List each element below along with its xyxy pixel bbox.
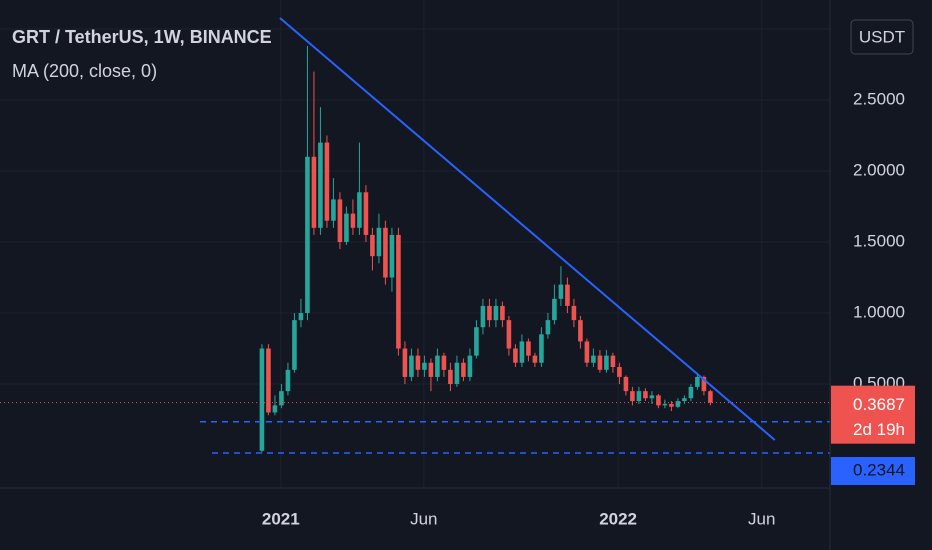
- candle-body: [669, 403, 674, 407]
- candle-body: [474, 327, 479, 356]
- y-tick-label: 2.5000: [853, 89, 905, 108]
- candle-body: [422, 362, 427, 370]
- candle-body: [643, 391, 648, 399]
- candle-body: [682, 398, 687, 402]
- candle-body: [409, 355, 414, 377]
- candle-body: [279, 391, 284, 406]
- candle-body: [389, 234, 395, 278]
- candle-body: [259, 348, 265, 451]
- candle-body: [695, 376, 700, 387]
- candle-body: [285, 369, 291, 392]
- candle-body: [571, 305, 577, 321]
- candle-body: [402, 348, 408, 377]
- y-tick-label: 1.5000: [853, 231, 905, 250]
- chart-title: GRT / TetherUS, 1W, BINANCE: [12, 27, 272, 47]
- candle-body: [383, 227, 388, 278]
- candle-body: [623, 376, 629, 392]
- candle-body: [357, 192, 362, 228]
- candle-body: [298, 313, 304, 321]
- candle-body: [701, 376, 707, 392]
- candle-body: [331, 199, 336, 221]
- candle-body: [311, 156, 317, 228]
- candle-body: [630, 391, 635, 402]
- axis-layer: 0.50001.00001.50002.00002.500032021Jun20…: [262, 18, 915, 528]
- x-tick-label: Jun: [410, 509, 437, 528]
- level-tag: [831, 457, 915, 485]
- candle-body: [454, 362, 460, 385]
- candle-body: [415, 355, 421, 370]
- candle-body: [591, 355, 596, 363]
- candle-body: [344, 213, 349, 243]
- candle-body: [318, 142, 323, 228]
- last-price-label: 0.3687: [853, 395, 905, 414]
- candle-body: [597, 355, 603, 370]
- candle-body: [578, 320, 583, 342]
- candle-body: [370, 234, 375, 257]
- candle-body: [292, 320, 297, 370]
- candle-body: [675, 401, 681, 407]
- candle-body: [662, 403, 668, 406]
- candle-body: [649, 395, 655, 399]
- level-label: 0.2344: [853, 460, 905, 479]
- indicator-legend: MA (200, close, 0): [12, 61, 157, 81]
- candle-body: [545, 320, 551, 335]
- candle-body: [272, 405, 278, 413]
- countdown-label: 2d 19h: [853, 420, 905, 439]
- candle-body: [708, 391, 713, 403]
- candle-body: [500, 305, 505, 321]
- candle-body: [584, 341, 590, 363]
- candle-body: [428, 362, 434, 377]
- candle-body: [565, 284, 570, 306]
- candle-body: [487, 305, 492, 321]
- y-tick-label: 1.0000: [853, 303, 905, 322]
- candle-body: [480, 305, 486, 328]
- candle-body: [467, 355, 473, 377]
- x-tick-label: 2021: [262, 509, 300, 528]
- candle-body: [363, 192, 369, 235]
- candle-body: [513, 348, 518, 363]
- candle-body: [448, 369, 453, 385]
- candle-body: [461, 362, 466, 377]
- candle-body: [396, 234, 401, 349]
- candle-body: [435, 355, 440, 377]
- trendline: [279, 17, 776, 441]
- candle-body: [552, 298, 557, 321]
- candle-body: [604, 355, 609, 370]
- last-price-tag: [831, 385, 915, 444]
- candle-body: [441, 355, 447, 370]
- x-tick-label: 2022: [599, 509, 637, 528]
- candle-body: [266, 348, 271, 413]
- candle-body: [506, 320, 512, 349]
- candle-body: [532, 355, 538, 363]
- candle-body: [539, 334, 544, 363]
- candle-body: [558, 284, 564, 299]
- candle-body: [526, 341, 531, 356]
- candle-body: [337, 199, 343, 243]
- candle-body: [376, 227, 382, 257]
- candle-body: [610, 355, 616, 367]
- candle-body: [305, 156, 310, 314]
- x-tick-label: Jun: [748, 509, 775, 528]
- candle-body: [688, 386, 694, 399]
- candle-body: [617, 366, 622, 377]
- candle-body: [493, 305, 499, 321]
- grid-layer: [0, 0, 830, 488]
- currency-label[interactable]: USDT: [859, 27, 905, 46]
- currency-button[interactable]: [850, 19, 914, 55]
- candle-body: [636, 391, 642, 402]
- candle-body: [324, 142, 330, 221]
- plot-layer: [0, 17, 830, 454]
- candle-body: [519, 341, 525, 363]
- candle-body: [656, 395, 661, 406]
- candle-body: [350, 213, 356, 228]
- y-tick-label: 2.0000: [853, 160, 905, 179]
